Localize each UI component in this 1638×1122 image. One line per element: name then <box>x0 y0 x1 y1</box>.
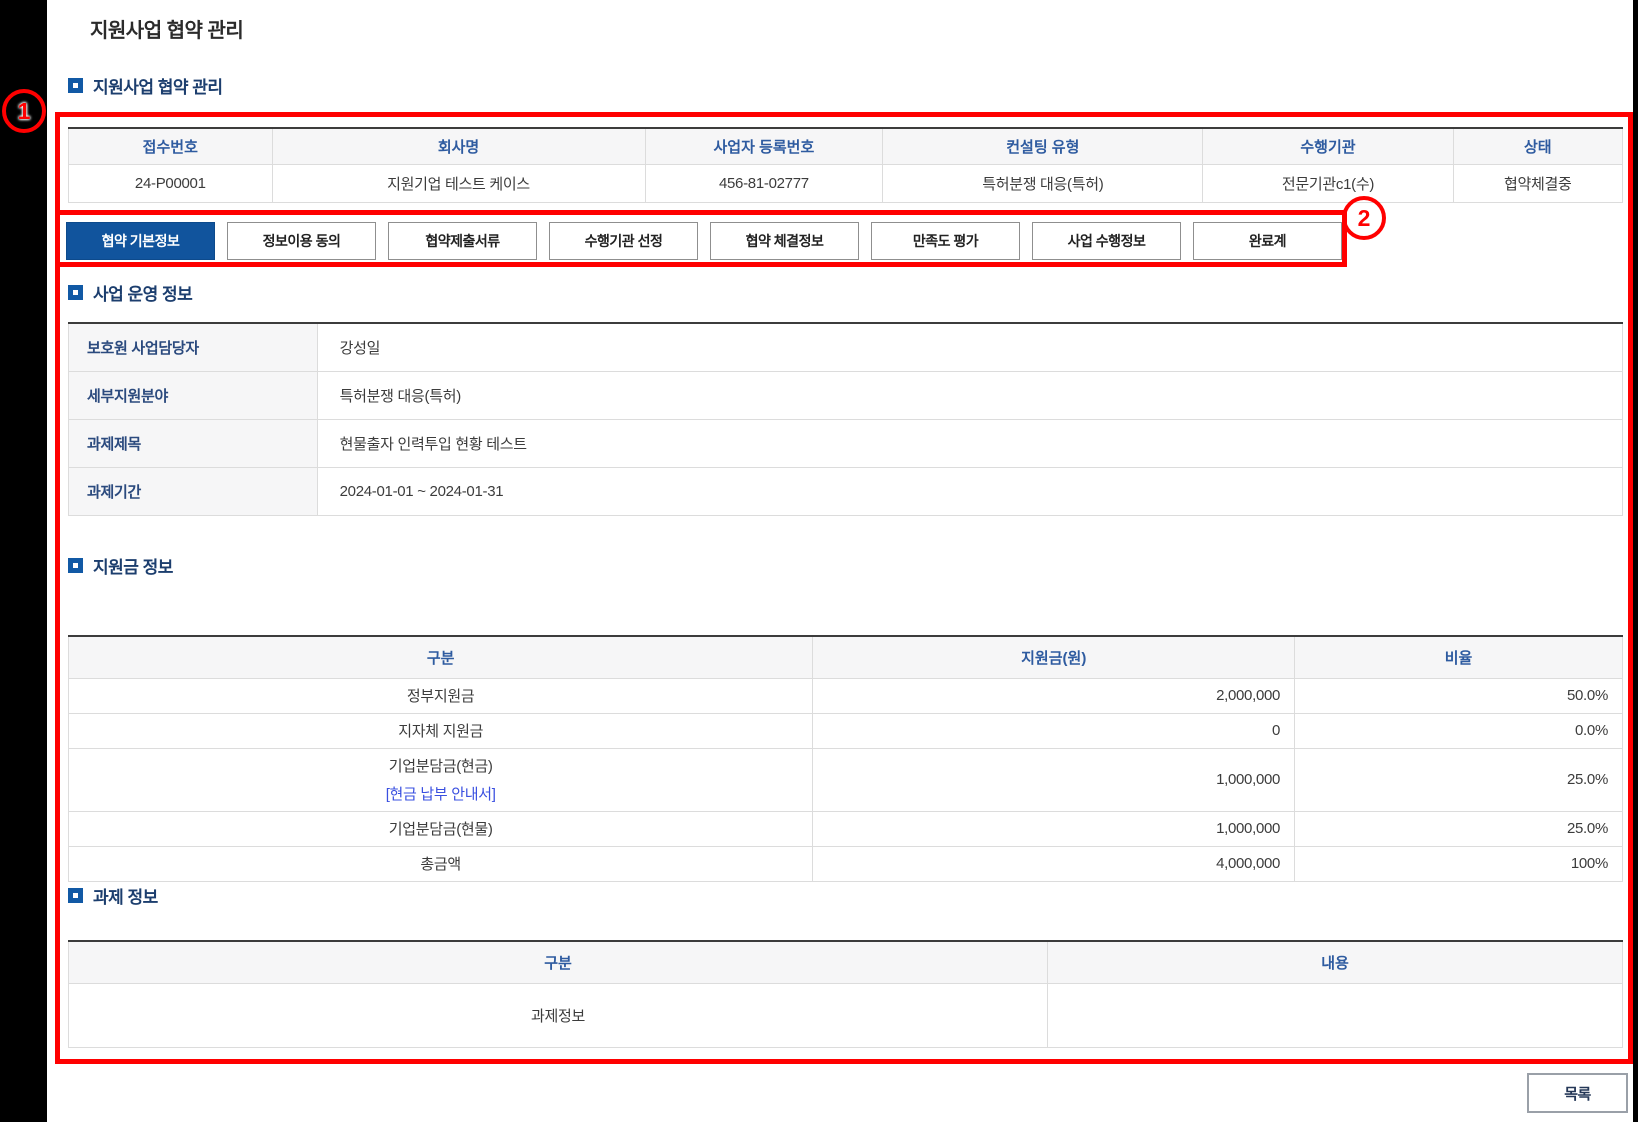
agreement-summary-table: 접수번호 회사명 사업자 등록번호 컨설팅 유형 수행기관 상태 24-P000… <box>68 127 1624 203</box>
task-info-table: 구분 내용 과제정보 <box>67 940 1623 1048</box>
header-task-category: 구분 <box>67 940 1049 984</box>
section-square-icon <box>68 77 83 93</box>
label-task-info: 과제정보 <box>67 982 1049 1048</box>
tab-agreement-basic-info[interactable]: 협약 기본정보 <box>66 222 215 260</box>
section-square-icon <box>68 284 83 300</box>
value-task-title: 현물출자 인력투입 현황 테스트 <box>316 418 1624 468</box>
section-heading-operation: 사업 운영 정보 <box>68 281 193 304</box>
ratio-company-cash-contribution: 25.0% <box>1294 747 1623 812</box>
content-task-info <box>1047 982 1623 1048</box>
cash-payment-guide-link[interactable]: [현금 납부 안내서] <box>385 786 496 803</box>
row-local-government-fund: 지자체 지원금 0 0.0% <box>67 712 1623 749</box>
section-heading-agreement: 지원사업 협약 관리 <box>68 74 223 97</box>
header-agency: 수행기관 <box>1202 127 1454 165</box>
value-task-period: 2024-01-01 ~ 2024-01-31 <box>316 466 1624 516</box>
label-company-cash-contribution: 기업분담금(현금) [현금 납부 안내서] <box>67 747 814 812</box>
section-title-task: 과제 정보 <box>93 887 158 907</box>
header-business-reg-number: 사업자 등록번호 <box>644 127 884 165</box>
label-local-government-fund: 지자체 지원금 <box>67 712 814 749</box>
cell-consulting-type: 특허분쟁 대응(특허) <box>882 163 1204 203</box>
agreement-tab-bar: 협약 기본정보 정보이용 동의 협약제출서류 수행기관 선정 협약 체결정보 만… <box>66 222 1342 260</box>
header-status: 상태 <box>1452 127 1624 165</box>
cell-business-reg-number: 456-81-02777 <box>644 163 884 203</box>
section-title-agreement: 지원사업 협약 관리 <box>93 77 223 97</box>
amount-government-fund: 2,000,000 <box>812 677 1296 714</box>
ratio-local-government-fund: 0.0% <box>1294 712 1623 749</box>
label-company-inkind-contribution: 기업분담금(현물) <box>67 810 814 847</box>
ratio-government-fund: 50.0% <box>1294 677 1623 714</box>
header-task-content: 내용 <box>1047 940 1623 984</box>
right-black-border <box>1633 0 1638 1122</box>
header-consulting-type: 컨설팅 유형 <box>882 127 1204 165</box>
tab-info-use-consent[interactable]: 정보이용 동의 <box>227 222 376 260</box>
label-task-period: 과제기간 <box>68 466 318 516</box>
company-cash-label: 기업분담금(현금) <box>388 758 493 775</box>
section-title-operation: 사업 운영 정보 <box>93 284 193 304</box>
ratio-company-inkind-contribution: 25.0% <box>1294 810 1623 847</box>
left-black-border <box>0 0 47 1122</box>
row-company-inkind-contribution: 기업분담금(현물) 1,000,000 25.0% <box>67 810 1623 847</box>
amount-local-government-fund: 0 <box>812 712 1296 749</box>
header-ratio: 비율 <box>1294 635 1623 679</box>
section-square-icon <box>68 557 83 573</box>
header-company-name: 회사명 <box>271 127 646 165</box>
row-government-fund: 정부지원금 2,000,000 50.0% <box>67 677 1623 714</box>
value-manager: 강성일 <box>316 322 1624 372</box>
row-company-cash-contribution: 기업분담금(현금) [현금 납부 안내서] 1,000,000 25.0% <box>67 747 1623 812</box>
label-task-title: 과제제목 <box>68 418 318 468</box>
page-title: 지원사업 협약 관리 <box>90 20 244 42</box>
tab-agreement-conclusion-info[interactable]: 협약 체결정보 <box>710 222 859 260</box>
tab-agency-selection[interactable]: 수행기관 선정 <box>549 222 698 260</box>
row-task-period: 과제기간 2024-01-01 ~ 2024-01-31 <box>68 466 1624 516</box>
row-task-info: 과제정보 <box>67 982 1623 1048</box>
label-total-amount: 총금액 <box>67 845 814 882</box>
row-total-amount: 총금액 4,000,000 100% <box>67 845 1623 882</box>
cell-status: 협약체결중 <box>1452 163 1624 203</box>
amount-company-inkind-contribution: 1,000,000 <box>812 810 1296 847</box>
header-category: 구분 <box>67 635 814 679</box>
cell-receipt-number: 24-P00001 <box>68 163 273 203</box>
header-fund-amount: 지원금(원) <box>812 635 1296 679</box>
cell-agency: 전문기관c1(수) <box>1202 163 1454 203</box>
funding-info-table: 구분 지원금(원) 비율 정부지원금 2,000,000 50.0% 지자체 지… <box>67 635 1623 882</box>
cell-company-name: 지원기업 테스트 케이스 <box>271 163 646 203</box>
value-support-field: 특허분쟁 대응(특허) <box>316 370 1624 420</box>
row-manager: 보호원 사업담당자 강성일 <box>68 322 1624 372</box>
label-government-fund: 정부지원금 <box>67 677 814 714</box>
amount-company-cash-contribution: 1,000,000 <box>812 747 1296 812</box>
tab-business-performance-info[interactable]: 사업 수행정보 <box>1032 222 1181 260</box>
header-receipt-number: 접수번호 <box>68 127 273 165</box>
tab-satisfaction-evaluation[interactable]: 만족도 평가 <box>871 222 1020 260</box>
annotation-number-2: 2 <box>1357 204 1371 231</box>
ratio-total: 100% <box>1294 845 1623 882</box>
section-heading-task: 과제 정보 <box>68 884 158 907</box>
list-button[interactable]: 목록 <box>1527 1073 1628 1113</box>
summary-row: 24-P00001 지원기업 테스트 케이스 456-81-02777 특허분쟁… <box>68 163 1624 203</box>
label-manager: 보호원 사업담당자 <box>68 322 318 372</box>
row-task-title: 과제제목 현물출자 인력투입 현황 테스트 <box>68 418 1624 468</box>
label-support-field: 세부지원분야 <box>68 370 318 420</box>
amount-total: 4,000,000 <box>812 845 1296 882</box>
operation-info-table: 보호원 사업담당자 강성일 세부지원분야 특허분쟁 대응(특허) 과제제목 현물… <box>68 322 1624 516</box>
section-square-icon <box>68 887 83 903</box>
tab-completion-report[interactable]: 완료계 <box>1193 222 1342 260</box>
annotation-circle-2: 2 <box>1342 196 1386 240</box>
row-support-field: 세부지원분야 특허분쟁 대응(특허) <box>68 370 1624 420</box>
section-heading-funding: 지원금 정보 <box>68 554 173 577</box>
tab-agreement-documents[interactable]: 협약제출서류 <box>388 222 537 260</box>
section-title-funding: 지원금 정보 <box>93 557 173 577</box>
